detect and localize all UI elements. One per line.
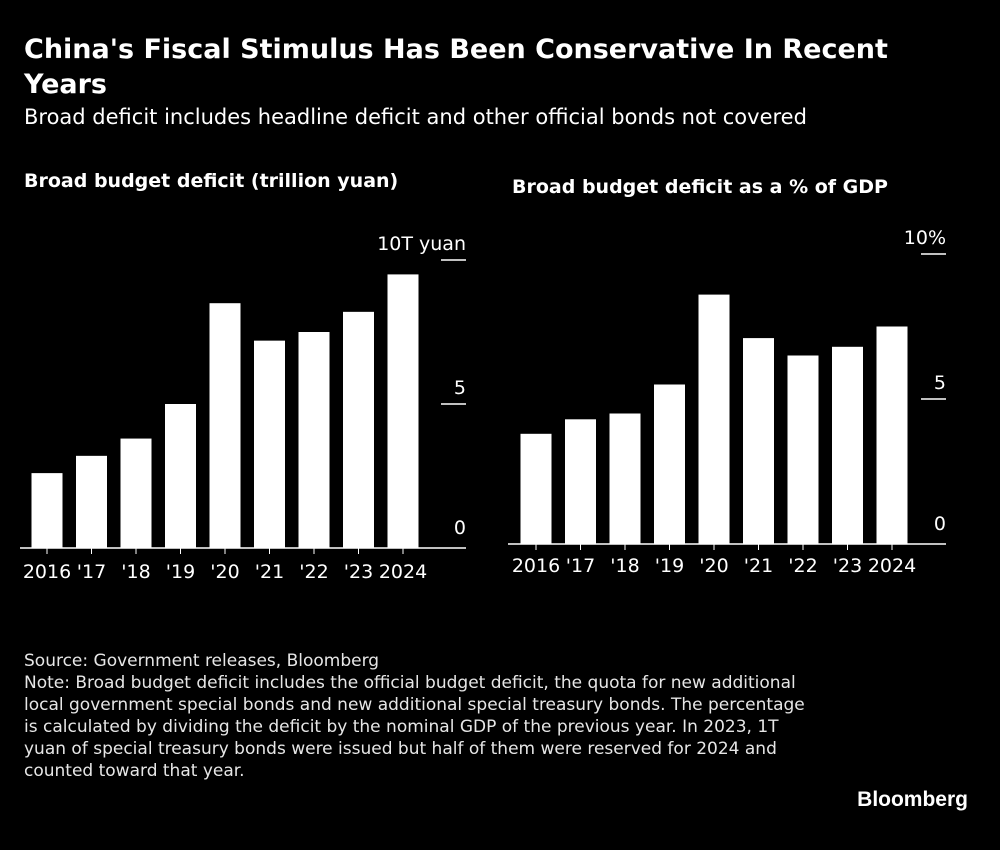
- right-x-tick-label-1: '17: [566, 555, 595, 577]
- chart-main-title: China's Fiscal Stimulus Has Been Conserv…: [24, 34, 888, 100]
- right-y-tick-label-2: 10%: [904, 227, 946, 249]
- left-x-tick-label-8: 2024: [379, 561, 427, 583]
- right-bar-6: [787, 355, 819, 544]
- right-x-tick-label-5: '21: [744, 555, 773, 577]
- right-x-tick-label-6: '22: [788, 555, 817, 577]
- left-chart-title: Broad budget deficit (trillion yuan): [24, 170, 399, 192]
- right-y-tick-label-1: 5: [934, 372, 946, 394]
- left-y-tick-label-0: 0: [454, 517, 466, 539]
- left-x-tick-label-1: '17: [77, 561, 106, 583]
- left-bar-6: [298, 332, 330, 548]
- right-bar-2: [609, 413, 641, 544]
- left-y-tick-label-1: 5: [454, 377, 466, 399]
- right-x-tick-label-2: '18: [610, 555, 639, 577]
- right-bar-3: [654, 384, 685, 544]
- right-x-tick-label-4: '20: [699, 555, 728, 577]
- left-bar-1: [76, 455, 107, 548]
- source-note: Source: Government releases, Bloomberg: [24, 651, 380, 671]
- left-x-tick-label-7: '23: [344, 561, 373, 583]
- footer: Source: Government releases, Bloomberg N…: [24, 650, 814, 782]
- right-x-tick-label-7: '23: [833, 555, 862, 577]
- right-chart-title: Broad budget deficit as a % of GDP: [512, 176, 888, 198]
- right-x-tick-label-0: 2016: [512, 555, 560, 577]
- left-bar-2: [120, 438, 152, 548]
- methodology-note: Note: Broad budget deficit includes the …: [24, 673, 805, 781]
- left-bar-0: [31, 473, 63, 548]
- left-bar-8: [387, 274, 419, 548]
- left-x-tick-label-6: '22: [299, 561, 328, 583]
- left-bar-7: [343, 311, 374, 548]
- right-y-tick-label-0: 0: [934, 513, 946, 535]
- right-x-tick-label-8: 2024: [868, 555, 916, 577]
- right-x-tick-label-3: '19: [655, 555, 684, 577]
- bloomberg-logo: Bloomberg: [857, 788, 968, 811]
- left-y-tick-label-2: 10T yuan: [377, 233, 466, 255]
- right-bar-0: [520, 433, 552, 544]
- left-x-tick-label-3: '19: [166, 561, 195, 583]
- left-bar-5: [254, 340, 285, 548]
- right-bar-4: [698, 294, 730, 544]
- left-x-tick-label-0: 2016: [23, 561, 71, 583]
- left-x-tick-label-4: '20: [210, 561, 239, 583]
- chart-subtitle: Broad deficit includes headline deficit …: [24, 105, 807, 129]
- right-bar-8: [876, 326, 908, 544]
- left-bar-3: [165, 404, 196, 548]
- right-bar-1: [565, 419, 596, 544]
- right-bar-7: [832, 346, 863, 544]
- right-bar-5: [743, 338, 774, 544]
- left-x-tick-label-2: '18: [121, 561, 150, 583]
- left-x-tick-label-5: '21: [255, 561, 284, 583]
- left-bar-4: [209, 303, 241, 548]
